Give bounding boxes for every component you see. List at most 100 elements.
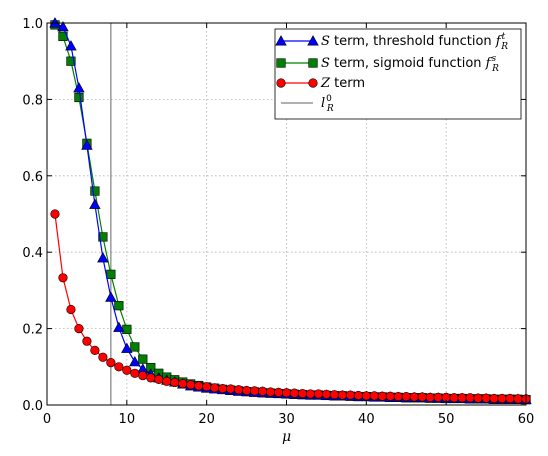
- data-point: [329, 390, 340, 400]
- data-point: [337, 390, 347, 400]
- data-point: [162, 376, 172, 386]
- data-point: [129, 356, 141, 367]
- y-tick-label: 0.0: [22, 399, 43, 414]
- data-point: [178, 379, 188, 389]
- legend: S term, threshold function ft RS term, si…: [274, 28, 522, 120]
- legend-label: S term, threshold function ft R: [321, 32, 508, 52]
- data-point: [465, 393, 475, 403]
- data-point: [74, 92, 84, 103]
- y-tick-label: 0.6: [22, 170, 43, 185]
- data-point: [281, 388, 292, 398]
- data-point: [273, 387, 284, 397]
- data-point: [122, 324, 132, 334]
- data-point: [257, 386, 268, 396]
- data-point: [74, 324, 84, 334]
- data-point: [385, 391, 395, 401]
- axes: 0 10 20 30 40 50 60 0.0 0.2 0.4 0.6 0.8 1.0: [22, 17, 534, 427]
- data-point: [194, 381, 204, 391]
- data-point: [473, 393, 483, 403]
- data-point: [353, 390, 363, 401]
- data-point: [457, 393, 467, 403]
- y-tick-label: 1.0: [22, 17, 43, 32]
- data-point: [146, 373, 156, 383]
- legend-marker: [308, 58, 318, 68]
- data-point: [81, 139, 93, 150]
- data-point: [122, 365, 132, 375]
- data-point: [73, 82, 85, 93]
- data-point: [313, 389, 324, 399]
- x-tick-label: 0: [43, 412, 51, 427]
- y-tick-label: 0.2: [22, 323, 43, 338]
- data-point: [58, 273, 68, 283]
- data-point: [114, 301, 124, 311]
- data-point: [138, 370, 148, 381]
- data-point: [489, 393, 499, 404]
- data-point: [226, 384, 236, 394]
- data-point: [417, 392, 427, 402]
- data-point: [98, 352, 108, 362]
- x-tick-label: 10: [119, 412, 136, 427]
- x-tick-label: 30: [278, 412, 295, 427]
- data-point: [130, 342, 140, 352]
- data-point: [50, 209, 60, 219]
- data-point: [321, 389, 332, 399]
- legend-label: S term, sigmoid function fs R: [321, 54, 499, 74]
- data-point: [305, 389, 316, 399]
- x-tick-label: 60: [518, 412, 535, 427]
- data-point: [49, 17, 61, 28]
- legend-marker: [307, 35, 319, 46]
- data-point: [289, 388, 300, 398]
- data-point: [82, 336, 92, 346]
- y-tick-label: 0.4: [22, 246, 43, 261]
- legend-label: Z term: [320, 76, 365, 91]
- data-point: [66, 56, 76, 66]
- data-point: [130, 368, 140, 378]
- data-point: [345, 390, 355, 400]
- y-tick-label: 0.8: [22, 93, 43, 108]
- data-point: [393, 391, 403, 402]
- data-point: [210, 383, 220, 393]
- data-point: [121, 342, 133, 353]
- data-point: [377, 391, 387, 401]
- data-point: [90, 345, 100, 355]
- legend-marker: [275, 35, 287, 46]
- data-point: [113, 321, 125, 332]
- plot-area: [49, 17, 532, 405]
- data-point: [425, 392, 435, 402]
- data-point: [202, 382, 212, 392]
- data-point: [265, 387, 276, 397]
- data-point: [97, 252, 109, 263]
- data-point: [297, 388, 308, 399]
- data-point: [401, 391, 411, 402]
- legend-marker: [308, 78, 318, 88]
- x-axis-label: μ: [282, 429, 291, 445]
- x-tick-label: 20: [198, 412, 215, 427]
- data-point: [513, 394, 523, 404]
- data-point: [449, 393, 459, 403]
- data-point: [369, 391, 379, 401]
- data-point: [170, 377, 180, 388]
- data-point: [218, 383, 228, 394]
- data-point: [105, 291, 117, 302]
- x-tick-label: 40: [358, 412, 375, 427]
- data-point: [409, 392, 419, 402]
- data-point: [138, 354, 148, 364]
- legend-marker: [276, 78, 286, 88]
- x-tick-label: 50: [438, 412, 455, 427]
- data-point: [154, 374, 164, 385]
- data-point: [186, 380, 196, 390]
- data-point: [241, 385, 252, 396]
- data-point: [114, 362, 124, 372]
- data-point: [497, 393, 507, 404]
- data-point: [106, 357, 116, 368]
- data-point: [234, 385, 244, 395]
- data-point: [106, 269, 116, 279]
- data-point: [66, 304, 76, 315]
- data-point: [249, 386, 260, 396]
- data-point: [433, 392, 443, 402]
- data-point: [57, 21, 69, 32]
- data-point: [98, 232, 108, 242]
- legend-marker: [276, 58, 286, 68]
- legend-label: l0 R: [321, 94, 334, 114]
